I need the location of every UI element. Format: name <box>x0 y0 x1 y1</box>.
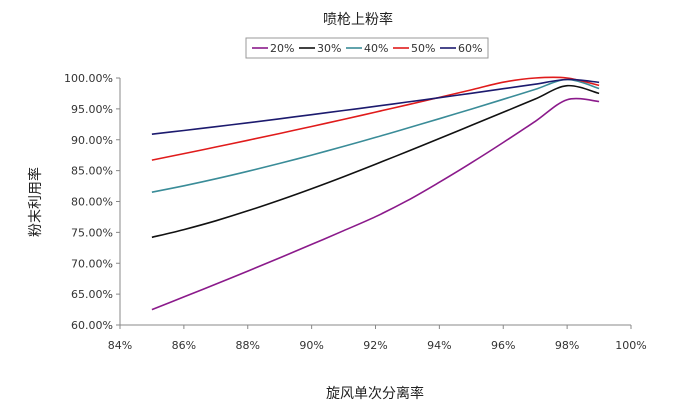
x-tick-label: 94% <box>427 339 451 352</box>
y-tick-label: 85.00% <box>71 165 113 178</box>
legend-label: 60% <box>458 42 482 55</box>
x-axis-title: 旋风单次分离率 <box>326 385 424 402</box>
y-tick-label: 90.00% <box>71 134 113 147</box>
y-tick-label: 80.00% <box>71 196 113 209</box>
series-line-30pct <box>151 84 600 239</box>
series-line-50pct <box>151 76 600 161</box>
legend: 20% 30% 40% 50% 60% <box>245 37 489 59</box>
legend-label: 50% <box>411 42 435 55</box>
series-lines <box>151 76 600 311</box>
y-tick-label: 60.00% <box>71 319 113 332</box>
x-tick-label: 84% <box>108 339 132 352</box>
series-line-20pct <box>151 97 600 311</box>
x-tick-label: 90% <box>299 339 323 352</box>
y-axis-title: 粉末利用率 <box>27 167 44 237</box>
chart-title: 喷枪上粉率 <box>323 11 393 28</box>
legend-box <box>245 37 489 59</box>
y-tick-label: 65.00% <box>71 288 113 301</box>
y-tick-label: 100.00% <box>64 72 113 85</box>
series-line-40pct <box>151 78 600 193</box>
y-ticks: 60.00% 65.00% 70.00% 75.00% 80.00% 85.00% 90.0… <box>64 72 120 332</box>
x-tick-label: 98% <box>555 339 579 352</box>
x-tick-label: 96% <box>491 339 515 352</box>
y-tick-label: 70.00% <box>71 257 113 270</box>
x-tick-label: 92% <box>363 339 387 352</box>
x-tick-label: 88% <box>236 339 260 352</box>
legend-label: 30% <box>317 42 341 55</box>
y-tick-label: 75.00% <box>71 226 113 239</box>
series-line-60pct <box>151 78 600 135</box>
legend-label: 40% <box>364 42 388 55</box>
plot-area: 60.00% 65.00% 70.00% 75.00% 80.00% 85.00% 90.0… <box>64 72 647 352</box>
x-tick-label: 100% <box>615 339 646 352</box>
x-tick-label: 86% <box>172 339 196 352</box>
x-ticks: 84% 86% 88% 90% 92% 94% 96% 98% 100% <box>108 325 647 352</box>
y-tick-label: 95.00% <box>71 103 113 116</box>
legend-label: 20% <box>270 42 294 55</box>
